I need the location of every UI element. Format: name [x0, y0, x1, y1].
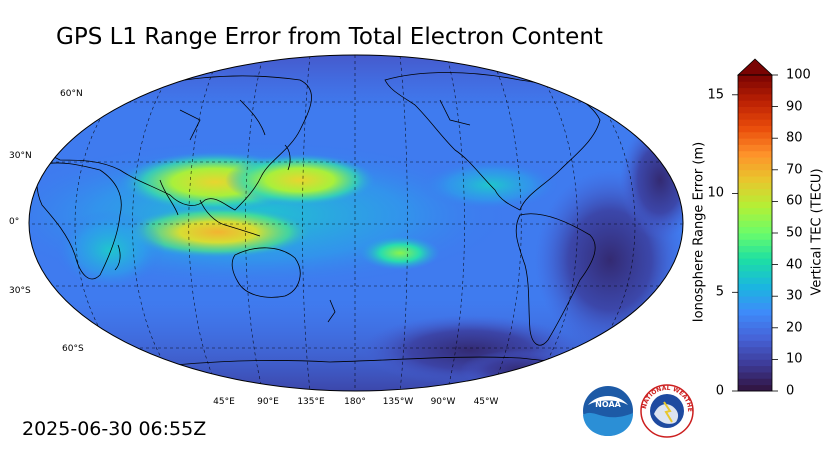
- colorbar-band: [738, 258, 772, 265]
- nws-logo: NATIONAL WEATHER SERVICE: [640, 384, 694, 438]
- tec-tick: 40: [786, 257, 803, 273]
- colorbar-band: [738, 144, 772, 152]
- tec-tick: 80: [786, 130, 803, 146]
- colorbar-band: [738, 106, 772, 114]
- colorbar-band: [738, 289, 772, 297]
- noaa-logo: NOAA: [583, 386, 633, 436]
- colorbar-band: [738, 75, 772, 82]
- map-frame: [28, 54, 684, 392]
- colorbar-band: [738, 125, 772, 133]
- lat-label-30n: 30°N: [9, 151, 32, 161]
- colorbar-band: [738, 372, 772, 379]
- colorbar-band: [738, 283, 772, 291]
- colorbar-band: [738, 195, 772, 202]
- colorbar-band: [738, 359, 772, 367]
- range-error-tick: 10: [707, 185, 724, 201]
- colorbar-band: [738, 378, 772, 386]
- colorbar-band: [738, 119, 772, 126]
- colorbar-band: [738, 214, 772, 221]
- tec-tick: 30: [786, 288, 803, 304]
- colorbar-band: [738, 302, 772, 310]
- lon-label-90w: 90°W: [430, 397, 456, 407]
- colorbar-band: [738, 365, 772, 373]
- colorbar-right-label: Vertical TEC (TECU): [809, 168, 825, 296]
- colorbar-band: [738, 150, 772, 158]
- colorbar-band: [738, 138, 772, 145]
- colorbar-band: [738, 239, 772, 247]
- colorbar-extend-arrow: [736, 58, 774, 76]
- colorbar-band: [738, 163, 772, 171]
- lat-label-30s: 30°S: [9, 286, 31, 296]
- tec-tick: 90: [786, 99, 803, 115]
- colorbar-band: [738, 308, 772, 316]
- colorbar-band: [738, 157, 772, 164]
- colorbar-band: [738, 87, 772, 95]
- colorbar-band: [738, 131, 772, 139]
- tec-anomaly-south-asia: [123, 206, 313, 258]
- colorbar-band: [738, 277, 772, 284]
- colorbar-band: [738, 220, 772, 228]
- colorbar-band: [738, 327, 772, 335]
- tec-anomaly-north-pacific: [225, 154, 375, 206]
- tec-tick: 0: [786, 383, 795, 399]
- colorbar-band: [738, 188, 772, 196]
- colorbar-band: [738, 93, 772, 101]
- colorbar-band: [738, 233, 772, 240]
- colorbar-band: [738, 296, 772, 303]
- colorbar-band: [738, 169, 772, 177]
- tec-tick: 60: [786, 193, 803, 209]
- colorbar-band: [738, 245, 772, 253]
- colorbar-band: [738, 112, 772, 120]
- range-error-tick: 0: [715, 383, 724, 399]
- tec-tick: 70: [786, 162, 803, 178]
- lon-label-135e: 135°E: [297, 397, 325, 407]
- colorbar-band: [738, 334, 772, 341]
- colorbar-band: [738, 264, 772, 272]
- lon-label-90e: 90°E: [257, 397, 279, 407]
- colorbar-band: [738, 226, 772, 234]
- colorbar-band: [738, 251, 772, 259]
- range-error-tick: 5: [715, 284, 724, 300]
- colorbar-band: [738, 353, 772, 360]
- colorbar-band: [738, 384, 772, 392]
- lat-label-60s: 60°S: [62, 344, 84, 354]
- colorbar-band: [738, 340, 772, 348]
- colorbar-band: [738, 207, 772, 215]
- range-error-tick: 15: [707, 87, 724, 103]
- colorbar-band: [738, 100, 772, 107]
- tec-tick: 20: [786, 320, 803, 336]
- timestamp: 2025-06-30 06:55Z: [22, 418, 207, 440]
- lon-label-180: 180°: [344, 397, 366, 407]
- lon-label-45e: 45°E: [213, 397, 235, 407]
- colorbar-band: [738, 81, 772, 89]
- tec-anomaly-south-pacific: [360, 236, 440, 270]
- chart-title: GPS L1 Range Error from Total Electron C…: [56, 24, 603, 50]
- colorbar-band: [738, 176, 772, 183]
- lat-label-equator: 0°: [9, 217, 20, 227]
- tec-tick: 50: [786, 225, 803, 241]
- lat-label-60n: 60°N: [60, 89, 83, 99]
- tec-tick: 100: [786, 67, 811, 83]
- colorbar-band: [738, 182, 772, 190]
- tec-tick: 10: [786, 351, 803, 367]
- colorbar-band: [738, 346, 772, 354]
- colorbar-band: [738, 201, 772, 209]
- lon-label-135w: 135°W: [382, 397, 414, 407]
- colorbar-band: [738, 315, 772, 322]
- lon-label-45w: 45°W: [473, 397, 499, 407]
- svg-text:NOAA: NOAA: [595, 400, 621, 409]
- colorbar-band: [738, 270, 772, 278]
- colorbar-band: [738, 321, 772, 329]
